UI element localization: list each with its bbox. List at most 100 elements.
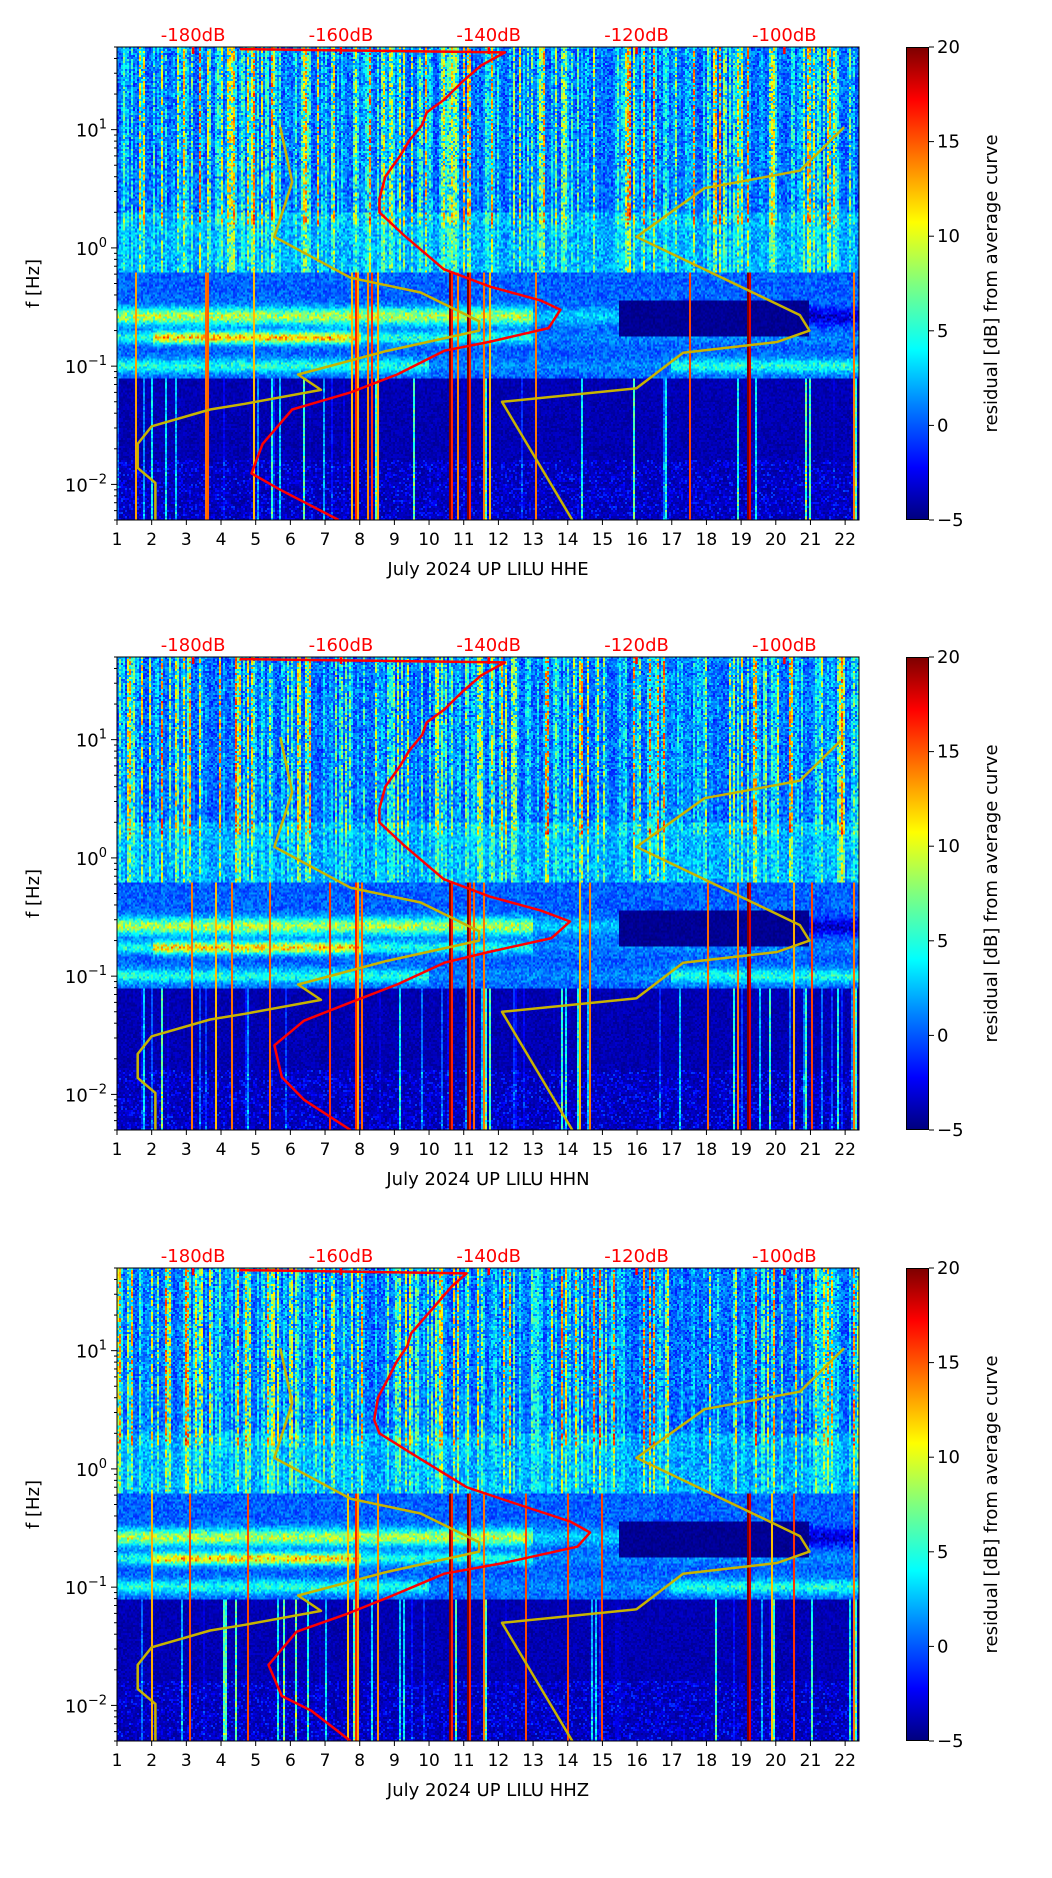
x-tick-label: 8 bbox=[354, 1751, 365, 1771]
x-tick-label: 15 bbox=[592, 1751, 614, 1771]
y-tick-exponent: 0 bbox=[99, 1457, 107, 1472]
db-tick-label: -180dB bbox=[161, 635, 226, 656]
plot-frame bbox=[116, 1267, 860, 1742]
y-tick-exponent: −1 bbox=[88, 354, 107, 369]
x-tick-label: 15 bbox=[592, 1140, 614, 1160]
x-tick-label: 13 bbox=[522, 1140, 544, 1160]
y-tick-exponent: −2 bbox=[88, 1693, 107, 1708]
y-tick-base: 10 bbox=[65, 475, 88, 496]
x-tick-label: 11 bbox=[453, 1140, 475, 1160]
colorbar-tick-label: 20 bbox=[937, 647, 960, 668]
colorbar-tick-label: −5 bbox=[937, 1731, 964, 1752]
y-tick-label: 10−1 bbox=[65, 964, 107, 988]
y-tick-label: 10−2 bbox=[65, 1082, 107, 1106]
x-tick-label: 8 bbox=[354, 530, 365, 550]
x-axis-label: July 2024 UP LILU HHE bbox=[386, 559, 588, 580]
x-tick-label: 11 bbox=[453, 530, 475, 550]
series-line-nlnm bbox=[136, 1347, 481, 1741]
colorbar-tick-label: 15 bbox=[937, 742, 960, 763]
db-tick-label: -100dB bbox=[752, 635, 817, 656]
chart-overlay: 1 2 3 4 5 6 7 8 9 10 11 12 13 14 15 16 17 18 19 20 21 22July … bbox=[23, 25, 1002, 580]
y-tick-base: 10 bbox=[76, 731, 99, 752]
db-tick-label: -120dB bbox=[604, 635, 669, 656]
colorbar-tick-label: 5 bbox=[937, 1542, 948, 1563]
y-tick-base: 10 bbox=[65, 1696, 88, 1717]
y-tick-label: 10−1 bbox=[65, 354, 107, 378]
x-tick-label: 5 bbox=[250, 1140, 261, 1160]
x-tick-label: 9 bbox=[389, 1751, 400, 1771]
x-tick-label: 12 bbox=[488, 1751, 510, 1771]
y-tick-base: 10 bbox=[76, 239, 99, 260]
db-tick-label: -100dB bbox=[752, 25, 817, 46]
y-tick-exponent: 1 bbox=[99, 1339, 107, 1354]
y-tick-exponent: −1 bbox=[88, 964, 107, 979]
db-tick-label: -140dB bbox=[456, 25, 521, 46]
y-tick-base: 10 bbox=[76, 1342, 99, 1363]
x-tick-label: 19 bbox=[730, 1751, 752, 1771]
x-tick-label: 1 bbox=[112, 1140, 123, 1160]
plot-frame bbox=[116, 46, 860, 521]
y-tick-label: 100 bbox=[76, 1457, 107, 1481]
series-line-nhnm bbox=[500, 126, 846, 520]
x-tick-label: 2 bbox=[146, 1751, 157, 1771]
series-line-psd bbox=[239, 47, 562, 520]
x-tick-label: 19 bbox=[730, 1140, 752, 1160]
x-tick-label: 14 bbox=[557, 1751, 579, 1771]
y-tick-label: 101 bbox=[76, 118, 107, 142]
colorbar-tick-label: 10 bbox=[937, 1447, 960, 1468]
x-tick-label: 4 bbox=[216, 1140, 227, 1160]
x-tick-label: 5 bbox=[250, 530, 261, 550]
db-tick-label: -120dB bbox=[604, 25, 669, 46]
colorbar-tick-label: 20 bbox=[937, 1258, 960, 1279]
x-tick-label: 17 bbox=[661, 1751, 683, 1771]
x-tick-label: 15 bbox=[592, 530, 614, 550]
x-tick-label: 16 bbox=[626, 530, 648, 550]
x-tick-label: 7 bbox=[320, 1140, 331, 1160]
x-tick-label: 6 bbox=[285, 530, 296, 550]
x-tick-label: 19 bbox=[730, 530, 752, 550]
x-tick-label: 13 bbox=[522, 1751, 544, 1771]
x-tick-label: 14 bbox=[557, 1140, 579, 1160]
y-tick-exponent: −2 bbox=[88, 1082, 107, 1097]
x-tick-label: 14 bbox=[557, 530, 579, 550]
x-tick-label: 13 bbox=[522, 530, 544, 550]
x-tick-label: 3 bbox=[181, 1140, 192, 1160]
series-line-psd bbox=[239, 1268, 592, 1741]
x-tick-label: 3 bbox=[181, 1751, 192, 1771]
x-tick-label: 9 bbox=[389, 1140, 400, 1160]
x-tick-label: 9 bbox=[389, 530, 400, 550]
plot-frame bbox=[116, 656, 860, 1131]
x-tick-label: 20 bbox=[765, 1140, 787, 1160]
x-tick-label: 22 bbox=[834, 530, 856, 550]
x-axis-label: July 2024 UP LILU HHZ bbox=[386, 1780, 589, 1801]
colorbar-tick-label: 15 bbox=[937, 1353, 960, 1374]
x-tick-label: 22 bbox=[834, 1140, 856, 1160]
y-tick-exponent: 1 bbox=[99, 728, 107, 743]
db-tick-label: -100dB bbox=[752, 1246, 817, 1267]
y-tick-base: 10 bbox=[76, 849, 99, 870]
y-tick-label: 10−2 bbox=[65, 1693, 107, 1717]
y-axis-label: f [Hz] bbox=[23, 869, 44, 918]
colorbar-label: residual [dB] from average curve bbox=[981, 744, 1002, 1042]
x-tick-label: 7 bbox=[320, 1751, 331, 1771]
y-tick-exponent: −1 bbox=[88, 1575, 107, 1590]
db-tick-label: -160dB bbox=[309, 1246, 374, 1267]
y-tick-base: 10 bbox=[65, 1085, 88, 1106]
y-tick-exponent: 1 bbox=[99, 118, 107, 133]
y-tick-label: 101 bbox=[76, 728, 107, 752]
db-tick-label: -120dB bbox=[604, 1246, 669, 1267]
x-tick-label: 12 bbox=[488, 530, 510, 550]
colorbar-label: residual [dB] from average curve bbox=[981, 1355, 1002, 1653]
colorbar-tick-label: 0 bbox=[937, 1636, 948, 1657]
y-tick-base: 10 bbox=[65, 1578, 88, 1599]
colorbar-tick-label: 0 bbox=[937, 415, 948, 436]
x-tick-label: 5 bbox=[250, 1751, 261, 1771]
y-tick-base: 10 bbox=[76, 121, 99, 142]
colorbar-tick-label: 10 bbox=[937, 226, 960, 247]
colorbar-tick-label: 5 bbox=[937, 321, 948, 342]
colorbar bbox=[906, 1268, 929, 1741]
x-axis-label: July 2024 UP LILU HHN bbox=[385, 1169, 589, 1190]
x-tick-label: 20 bbox=[765, 530, 787, 550]
series-line-nlnm bbox=[136, 736, 481, 1130]
x-tick-label: 3 bbox=[181, 530, 192, 550]
